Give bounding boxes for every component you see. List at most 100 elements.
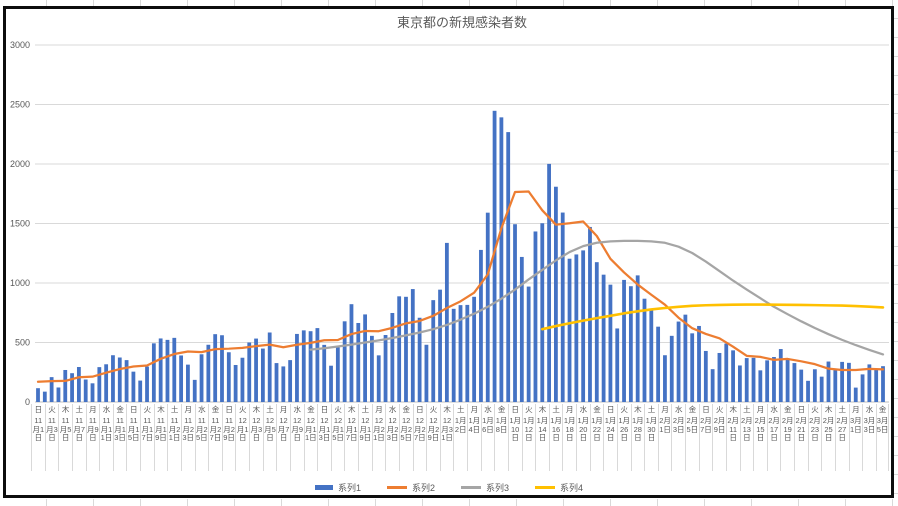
x-tick-weekday: 火 (238, 405, 247, 414)
x-tick-date: 1月26日 (618, 416, 631, 442)
x-tick-label: 木 12月17日 (344, 404, 358, 471)
x-tick-label: 日 12月13日 (317, 404, 331, 471)
x-tick-date: 11月17日 (141, 416, 154, 442)
bar-series1 (56, 387, 61, 402)
bar-series1 (635, 275, 640, 402)
x-tick-date: 11月11日 (100, 416, 113, 442)
legend-item-系列4: 系列4 (535, 481, 583, 494)
x-tick-weekday: 金 (593, 405, 601, 414)
x-tick-label: 火 11月17日 (140, 404, 154, 471)
line-系列3 (309, 239, 885, 356)
x-tick-label: 土 12月19日 (358, 404, 372, 471)
x-tick-weekday: 金 (688, 405, 697, 414)
bar-series1 (499, 117, 504, 403)
x-tick-date: 12月15日 (332, 416, 344, 442)
x-tick-label: 日 1月24日 (603, 404, 617, 471)
bar-series1 (70, 373, 74, 402)
x-tick-date: 2月15日 (754, 416, 767, 442)
x-tick-weekday: 日 (320, 405, 329, 414)
bar-series1 (192, 379, 197, 402)
bar-series1 (329, 365, 333, 402)
bar-series1 (513, 224, 517, 402)
x-tick-label: 土 1月30日 (644, 404, 658, 471)
x-tick-date: 1月14日 (536, 416, 549, 442)
bar-series1 (465, 304, 470, 402)
bar-series1 (479, 249, 483, 402)
x-tick-weekday: 金 (402, 405, 410, 414)
x-tick-label: 土 11月7日 (71, 404, 86, 471)
bar-series1 (717, 352, 722, 402)
line-系列4 (540, 303, 885, 331)
x-tick-date: 3月5日 (876, 416, 889, 434)
spreadsheet-gridlines-bottom (0, 499, 898, 506)
x-tick-date: 1月2日 (454, 416, 467, 434)
x-tick-weekday: 水 (293, 405, 301, 414)
bar-series1 (404, 296, 408, 402)
bar-series1 (731, 350, 735, 402)
bar-series1 (254, 338, 258, 402)
line-系列2 (36, 190, 885, 383)
x-tick-label: 日 2月7日 (698, 404, 713, 471)
x-tick-weekday: 木 (252, 405, 261, 414)
x-tick-weekday: 火 (143, 405, 152, 414)
bar-series1 (417, 317, 422, 402)
x-tick-label: 土 11月21日 (167, 404, 181, 471)
x-tick-weekday: 水 (388, 405, 397, 414)
bar-series1 (158, 338, 163, 402)
x-tick-date: 2月25日 (822, 416, 835, 442)
bar-series1 (438, 289, 442, 402)
bar-series1 (424, 344, 429, 402)
bar-series1 (206, 344, 211, 402)
x-tick-date: 11月25日 (195, 416, 208, 442)
x-tick-date: 11月15日 (127, 416, 140, 442)
bar-series1 (260, 348, 265, 402)
y-tick-label: 1500 (10, 219, 30, 229)
bar-series1 (179, 355, 184, 402)
x-tick-weekday: 金 (211, 405, 220, 414)
bar-series1 (165, 339, 170, 402)
spreadsheet-gridlines-right (894, 0, 898, 506)
x-tick-label: 日 11月1日 (31, 404, 45, 471)
y-tick-label: 2000 (10, 159, 30, 169)
x-axis-labels: 日 11月1日火 11月3日木 11月5日土 11月7日月 11月9日水 11月11日金 11… (31, 404, 890, 471)
bar-series1 (506, 132, 511, 402)
bar-series1 (220, 335, 224, 402)
x-tick-label: 木 11月5日 (58, 404, 72, 471)
bar-series1 (724, 343, 729, 402)
x-tick-weekday: 月 (375, 405, 383, 414)
x-tick-weekday: 火 (715, 405, 724, 414)
x-tick-weekday: 水 (770, 405, 778, 414)
x-tick-weekday: 月 (852, 405, 860, 414)
bar-series1 (608, 284, 613, 402)
x-tick-weekday: 月 (661, 405, 669, 414)
bar-series1 (376, 355, 381, 402)
x-tick-label: 金 1月22日 (589, 404, 604, 471)
bar-series1 (76, 367, 81, 402)
spreadsheet-gridlines-top (0, 0, 898, 7)
x-tick-weekday: 火 (48, 405, 56, 414)
x-tick-weekday: 月 (184, 405, 192, 414)
x-tick-date: 12月11日 (304, 416, 317, 442)
bar-series1 (669, 335, 674, 402)
x-tick-date: 11月7日 (73, 416, 86, 442)
x-tick-label: 月 12月21日 (371, 404, 386, 471)
x-tick-label: 水 2月3日 (671, 404, 685, 471)
bar-series1 (451, 308, 456, 402)
bar-series1 (274, 363, 279, 402)
bar-series1 (63, 369, 68, 402)
x-tick-label: 火 12月29日 (426, 404, 440, 471)
bar-series1 (574, 254, 579, 402)
bar-series1 (240, 357, 245, 402)
x-tick-date: 1月18日 (563, 416, 576, 442)
x-tick-date: 11月13日 (114, 416, 126, 442)
y-tick-label: 500 (15, 338, 30, 348)
x-tick-date: 12月21日 (373, 416, 385, 442)
y-tick-label: 3000 (10, 40, 30, 50)
x-tick-weekday: 月 (756, 405, 765, 414)
legend-label: 系列4 (560, 483, 584, 493)
x-tick-label: 月 11月23日 (180, 404, 195, 471)
x-tick-date: 12月7日 (277, 416, 290, 442)
bar-series1 (533, 231, 538, 402)
bar-series1 (49, 377, 54, 402)
x-tick-label: 金 2月19日 (780, 404, 794, 471)
